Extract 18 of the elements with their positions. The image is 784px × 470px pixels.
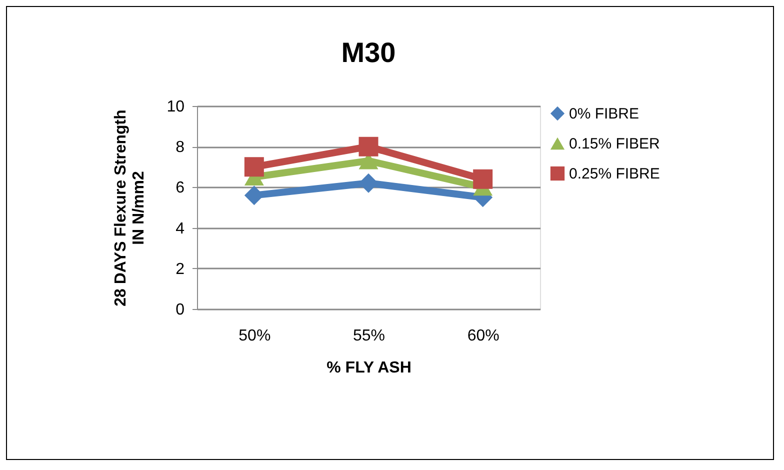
y-tick-label: 4 xyxy=(176,220,185,238)
x-tick-label: 60% xyxy=(467,328,500,344)
point xyxy=(244,157,264,177)
legend-label: 0.25% FIBRE xyxy=(569,166,660,182)
legend-label: 0.15% FIBER xyxy=(569,136,660,152)
y-axis-title: 28 DAYS Flexure Strength IN N/mm2 xyxy=(112,110,148,306)
chart-title: M30 xyxy=(341,37,396,68)
legend-label: 0% FIBRE xyxy=(569,106,640,122)
point xyxy=(473,169,493,189)
y-tick-label: 2 xyxy=(176,260,185,278)
x-tick-label: 55% xyxy=(352,328,386,344)
x-tick-label: 50% xyxy=(238,328,271,344)
y-tick-label: 6 xyxy=(176,180,185,197)
x-axis-title: % FLY ASH xyxy=(326,360,412,376)
y-tick-label: 8 xyxy=(176,139,185,156)
y-tick-label: 0 xyxy=(176,302,185,318)
point xyxy=(358,136,378,156)
y-tick-label: 10 xyxy=(166,98,185,116)
